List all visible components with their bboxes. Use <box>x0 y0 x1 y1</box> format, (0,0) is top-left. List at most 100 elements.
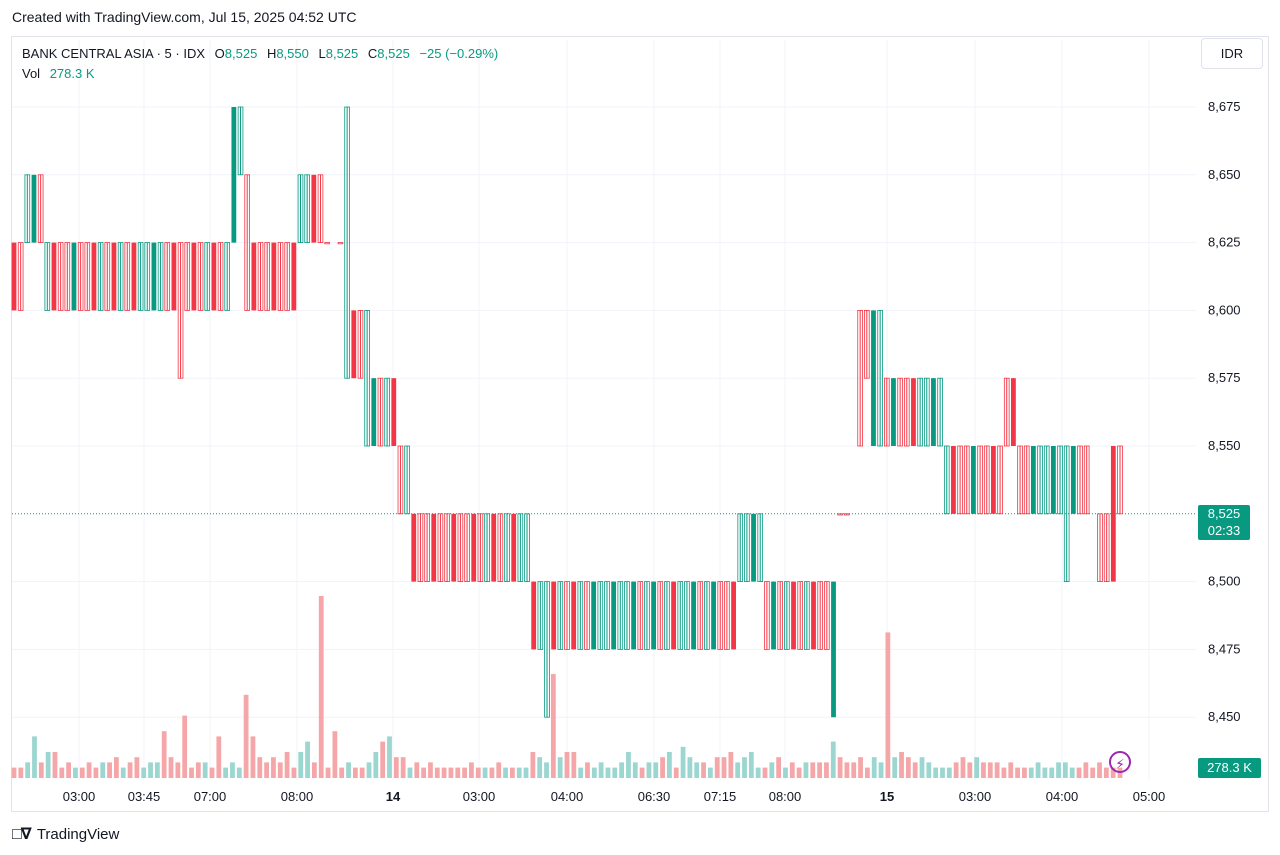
candle-body <box>797 581 803 650</box>
lightning-bolt-icon[interactable]: ⚡ <box>1109 751 1131 773</box>
volume-bar <box>393 757 399 778</box>
candle-body <box>311 174 317 243</box>
brand-footer[interactable]: □∇ TradingView <box>12 824 119 844</box>
volume-bar <box>134 757 140 778</box>
volume-bar <box>530 752 536 778</box>
volume-bar <box>1022 767 1027 778</box>
volume-bar <box>714 757 720 778</box>
candle-body <box>291 242 297 311</box>
candle-body <box>791 581 796 650</box>
volume-bar <box>585 762 590 778</box>
symbol-title[interactable]: BANK CENTRAL ASIA · 5 · IDX <box>22 46 206 61</box>
low-key: L <box>318 46 326 61</box>
tradingview-logo-icon: □∇ <box>12 826 32 843</box>
candle-body <box>324 242 330 245</box>
candle-body <box>804 581 810 650</box>
volume-bar <box>571 752 577 778</box>
volume-bar <box>332 731 338 778</box>
volume-bar <box>905 757 911 778</box>
volume-bar <box>243 694 249 778</box>
volume-bar <box>127 762 133 778</box>
x-tick-label: 04:00 <box>1046 789 1079 804</box>
volume-bar <box>694 762 700 778</box>
volume-bar <box>578 767 584 778</box>
candle-body <box>537 581 544 650</box>
candle-body <box>897 377 903 447</box>
volume-bar <box>45 752 51 778</box>
candle-body <box>171 242 177 311</box>
candle-body <box>111 242 117 311</box>
candle-body <box>824 581 830 650</box>
chart-frame <box>11 36 1269 812</box>
candle-body <box>51 242 57 311</box>
volume-bar <box>660 757 665 778</box>
candle-body <box>424 513 430 582</box>
volume-bar <box>496 762 502 778</box>
candle-body <box>631 581 637 650</box>
volume-bar <box>148 762 153 778</box>
candle-body <box>84 242 91 311</box>
volume-bar <box>277 762 283 778</box>
volume-bar <box>550 674 556 778</box>
volume-bar <box>680 746 686 778</box>
volume-bar <box>168 757 174 778</box>
volume-bar <box>312 762 317 778</box>
candle-body <box>744 513 750 582</box>
volume-bar <box>742 757 747 778</box>
candle-body <box>684 581 690 650</box>
volume-bar <box>1097 762 1102 778</box>
volume-bar <box>264 762 269 778</box>
volume-bar <box>817 762 822 778</box>
candle-body <box>364 309 370 447</box>
candle-body <box>597 581 604 650</box>
volume-bar <box>339 767 345 778</box>
change-value: −25 (−0.29%) <box>419 46 499 61</box>
chart-legend: BANK CENTRAL ASIA · 5 · IDX O8,525 H8,55… <box>22 44 498 84</box>
volume-price-tag: 278.3 K <box>1198 758 1261 778</box>
candle-body <box>777 581 784 650</box>
currency-button[interactable]: IDR <box>1201 38 1263 69</box>
candle-body <box>24 174 31 244</box>
volume-bar <box>564 752 570 778</box>
volume-bar <box>953 762 959 778</box>
volume-bar <box>154 762 160 778</box>
candle-body <box>164 242 171 311</box>
candle-body <box>511 513 517 582</box>
volume-bar <box>73 767 78 778</box>
candle-body <box>204 242 211 311</box>
candle-body <box>237 106 244 176</box>
volume-bar <box>366 762 372 778</box>
candle-body <box>903 377 910 447</box>
x-tick-label: 14 <box>386 789 401 804</box>
volume-bar <box>79 767 85 778</box>
volume-bar <box>755 767 761 778</box>
volume-bar <box>462 767 467 778</box>
candle-body <box>217 242 224 311</box>
bar-countdown-label: 02:33 <box>1207 523 1241 538</box>
candle-body <box>64 242 71 311</box>
candle-body <box>557 581 564 650</box>
candle-body <box>571 581 577 650</box>
candle-body <box>591 581 597 650</box>
candle-body <box>817 581 823 650</box>
volume-bar <box>626 752 631 778</box>
volume-bar <box>509 767 515 778</box>
volume-bar <box>981 762 986 778</box>
x-tick-label: 03:00 <box>959 789 992 804</box>
candle-body <box>391 378 397 446</box>
volume-bar <box>1062 762 1068 778</box>
close-key: C <box>367 46 378 61</box>
candle-body <box>57 242 64 311</box>
candle-body <box>91 242 97 311</box>
candle-body <box>864 309 870 379</box>
volume-bar <box>352 767 358 778</box>
volume-bar <box>605 767 611 778</box>
volume-bar <box>11 767 17 778</box>
candle-body <box>231 107 237 243</box>
candle-body <box>471 513 477 582</box>
candle-body <box>977 445 983 515</box>
candle-body <box>1010 378 1016 446</box>
candle-body <box>997 445 1003 515</box>
candle-body <box>637 581 644 650</box>
